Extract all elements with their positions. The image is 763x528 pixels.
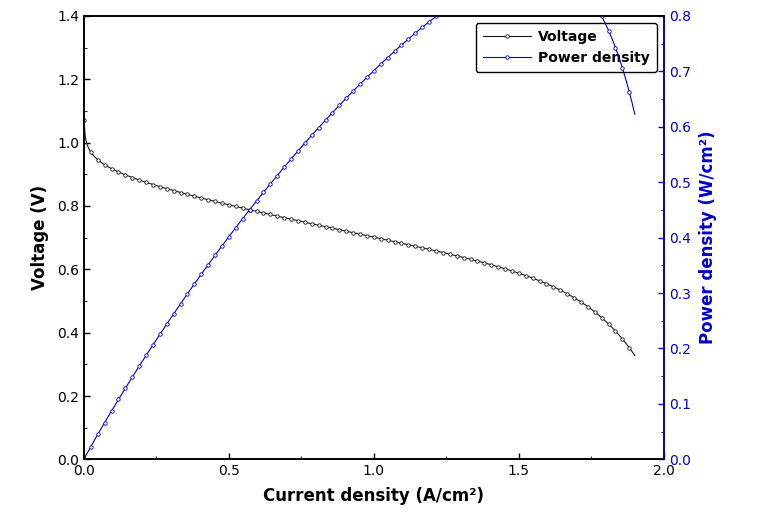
Y-axis label: Voltage (V): Voltage (V): [31, 185, 49, 290]
Voltage: [79, 117, 89, 124]
Power density: [630, 111, 639, 117]
Voltage: [426, 247, 435, 253]
Y-axis label: Power density (W/cm²): Power density (W/cm²): [699, 131, 717, 344]
Voltage: [259, 210, 268, 216]
Power density: [426, 17, 435, 24]
Voltage: [480, 260, 489, 266]
Voltage: [146, 181, 155, 187]
Line: Power density: Power density: [82, 0, 636, 461]
Power density: [259, 189, 268, 195]
X-axis label: Current density (A/cm²): Current density (A/cm²): [263, 487, 485, 505]
Power density: [79, 456, 89, 463]
Legend: Voltage, Power density: Voltage, Power density: [475, 23, 657, 72]
Voltage: [298, 219, 307, 225]
Line: Voltage: Voltage: [82, 119, 636, 357]
Power density: [146, 346, 155, 352]
Power density: [298, 143, 307, 149]
Voltage: [477, 259, 486, 265]
Voltage: [630, 352, 639, 359]
